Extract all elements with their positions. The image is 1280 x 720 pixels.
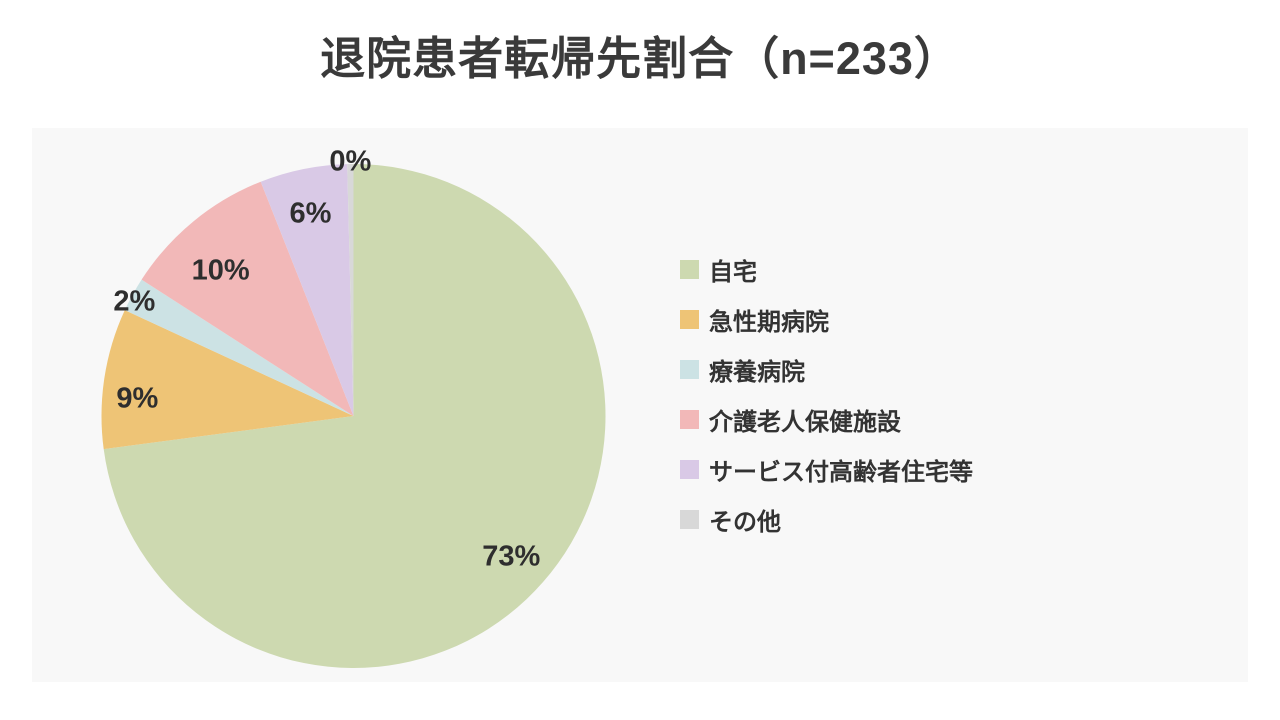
legend-label-acute-care-hospital: 急性期病院 — [709, 308, 829, 336]
legend-swatch-long-term-care-hospital — [680, 359, 699, 379]
pie-slice-home — [103, 164, 606, 668]
pie-slice-serviced-senior-housing — [260, 164, 354, 416]
pie-chart — [101, 164, 606, 668]
legend-item-geriatric-health-facility: 介護老人保健施設 — [680, 403, 973, 436]
legend-label-other: その他 — [709, 508, 781, 536]
legend-swatch-serviced-senior-housing — [680, 459, 699, 479]
legend-label-long-term-care-hospital: 療養病院 — [709, 358, 805, 386]
legend-item-home: 自宅 — [680, 253, 973, 286]
chart-area: 73% 9% 2% 10% 6% 0% 自宅 急性期病院 療養病院 介護老人保健施設 サービス付高… — [32, 128, 1248, 682]
legend-label-home: 自宅 — [709, 258, 757, 286]
legend-swatch-home — [680, 259, 699, 279]
legend-swatch-acute-care-hospital — [680, 309, 699, 329]
pie-slice-geriatric-health-facility — [141, 181, 354, 416]
legend-label-geriatric-health-facility: 介護老人保健施設 — [709, 408, 901, 436]
legend-swatch-other — [680, 509, 699, 529]
legend-item-acute-care-hospital: 急性期病院 — [680, 303, 973, 336]
pie-slice-long-term-care-hospital — [124, 279, 354, 416]
legend-item-other: その他 — [680, 503, 973, 536]
legend-swatch-geriatric-health-facility — [680, 409, 699, 429]
legend-label-serviced-senior-housing: サービス付高齢者住宅等 — [709, 458, 973, 486]
legend-item-serviced-senior-housing: サービス付高齢者住宅等 — [680, 453, 973, 486]
chart-title: 退院患者転帰先割合（n=233） — [320, 33, 960, 84]
legend-item-long-term-care-hospital: 療養病院 — [680, 353, 973, 386]
pie-slice-other — [347, 164, 354, 416]
legend: 自宅急性期病院療養病院介護老人保健施設サービス付高齢者住宅等 その他 — [680, 253, 973, 536]
pie-slice-acute-care-hospital — [101, 310, 354, 450]
